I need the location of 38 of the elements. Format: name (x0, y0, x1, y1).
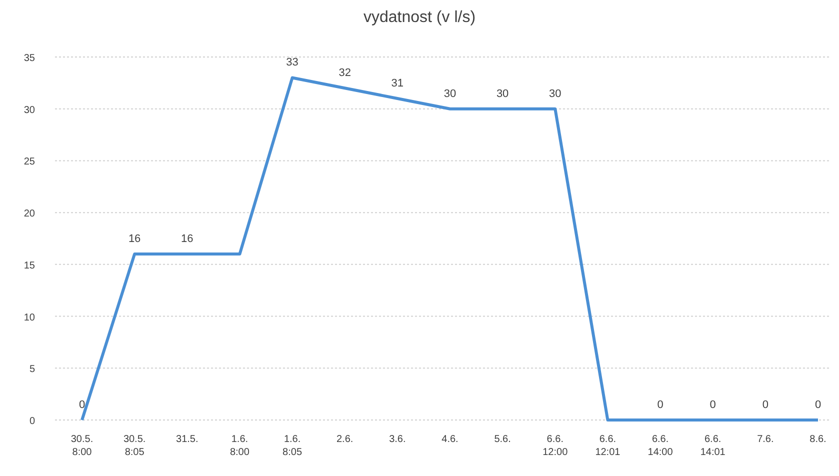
data-label: 0 (710, 399, 716, 411)
chart-title: vydatnost (v l/s) (363, 9, 476, 26)
y-tick-label: 0 (29, 416, 36, 427)
data-label: 32 (338, 67, 351, 80)
x-tick-label: 1.6. 8:00 (230, 434, 250, 458)
data-label: 16 (181, 233, 194, 246)
data-label: 30 (549, 88, 562, 100)
line-series (80, 76, 820, 422)
x-tick-label: 3.6. (389, 434, 406, 445)
x-tick-label: 6.6. 14:01 (700, 434, 726, 458)
data-label: 30 (496, 88, 509, 100)
x-tick-label: 7.6. (757, 434, 774, 445)
x-tick-label: 30.5. 8:00 (70, 434, 94, 458)
data-label: 0 (657, 399, 664, 411)
x-tick-label: 30.5. 8:05 (123, 434, 146, 458)
data-label: 33 (286, 56, 298, 69)
data-label: 0 (762, 399, 768, 411)
x-tick-label: 31.5. (176, 434, 198, 445)
x-tick-label: 6.6. 12:01 (595, 434, 621, 458)
y-tick-label: 30 (24, 104, 36, 116)
y-tick-label: 15 (24, 260, 36, 272)
data-label: 0 (78, 399, 86, 411)
data-label: 0 (814, 399, 822, 411)
y-tick-label: 35 (24, 53, 36, 64)
y-tick-label: 10 (24, 312, 36, 324)
x-tick-label: 6.6. 14:00 (648, 434, 674, 458)
x-tick-label: 4.6. (442, 434, 458, 445)
x-tick-label: 6.6. 12:00 (542, 434, 568, 458)
y-tick-label: 5 (29, 364, 36, 376)
data-label: 31 (391, 77, 404, 90)
x-tick-label: 1.6. 8:05 (282, 434, 302, 458)
y-tick-label: 20 (24, 208, 36, 220)
x-tick-label: 8.6. (810, 434, 826, 445)
y-tick-label: 25 (24, 156, 36, 168)
data-label: 16 (128, 233, 141, 246)
x-tick-label: 2.6. (336, 434, 354, 445)
data-label: 30 (444, 88, 456, 100)
x-tick-label: 5.6. (494, 434, 511, 445)
